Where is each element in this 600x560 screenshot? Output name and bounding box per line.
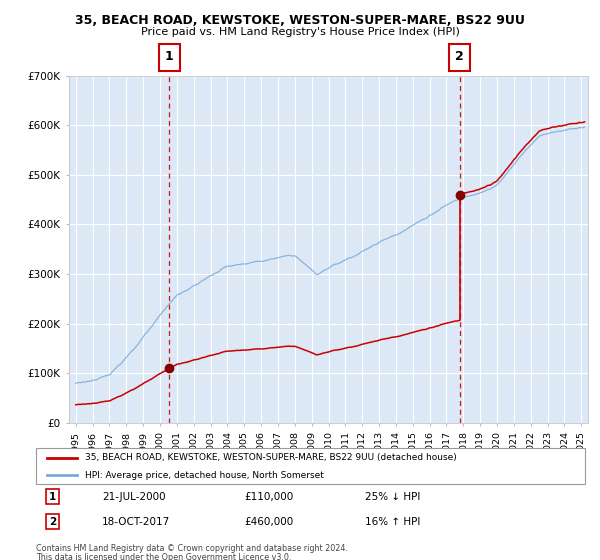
FancyBboxPatch shape bbox=[159, 44, 180, 71]
Text: 2: 2 bbox=[49, 517, 56, 527]
Text: This data is licensed under the Open Government Licence v3.0.: This data is licensed under the Open Gov… bbox=[36, 553, 292, 560]
Text: 1: 1 bbox=[165, 50, 173, 63]
Text: 18-OCT-2017: 18-OCT-2017 bbox=[102, 517, 170, 527]
Text: 1: 1 bbox=[49, 492, 56, 502]
FancyBboxPatch shape bbox=[36, 448, 585, 484]
Text: £110,000: £110,000 bbox=[245, 492, 294, 502]
FancyBboxPatch shape bbox=[449, 44, 470, 71]
Text: Price paid vs. HM Land Registry's House Price Index (HPI): Price paid vs. HM Land Registry's House … bbox=[140, 27, 460, 37]
Text: 16% ↑ HPI: 16% ↑ HPI bbox=[365, 517, 421, 527]
Text: 35, BEACH ROAD, KEWSTOKE, WESTON-SUPER-MARE, BS22 9UU: 35, BEACH ROAD, KEWSTOKE, WESTON-SUPER-M… bbox=[75, 14, 525, 27]
Text: 25% ↓ HPI: 25% ↓ HPI bbox=[365, 492, 421, 502]
Text: £460,000: £460,000 bbox=[245, 517, 294, 527]
Text: 2: 2 bbox=[455, 50, 464, 63]
Text: HPI: Average price, detached house, North Somerset: HPI: Average price, detached house, Nort… bbox=[85, 471, 324, 480]
Text: 21-JUL-2000: 21-JUL-2000 bbox=[102, 492, 166, 502]
Text: 35, BEACH ROAD, KEWSTOKE, WESTON-SUPER-MARE, BS22 9UU (detached house): 35, BEACH ROAD, KEWSTOKE, WESTON-SUPER-M… bbox=[85, 454, 457, 463]
Text: Contains HM Land Registry data © Crown copyright and database right 2024.: Contains HM Land Registry data © Crown c… bbox=[36, 544, 348, 553]
